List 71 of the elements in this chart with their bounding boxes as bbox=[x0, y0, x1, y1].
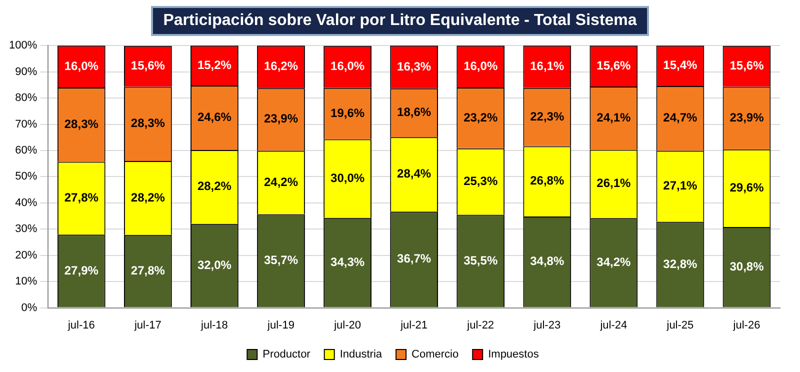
data-label: 15,4% bbox=[663, 58, 698, 72]
x-tick-label: jul-25 bbox=[666, 319, 694, 332]
x-tick-label: jul-21 bbox=[400, 319, 428, 332]
data-label: 28,2% bbox=[130, 190, 166, 204]
data-label: 19,6% bbox=[330, 106, 365, 120]
data-label: 27,9% bbox=[64, 263, 99, 278]
y-tick-label: 10% bbox=[15, 276, 38, 288]
chart-title: Participación sobre Valor por Litro Equivalente - Total Sistema bbox=[151, 6, 649, 36]
data-label: 26,8% bbox=[530, 174, 564, 188]
data-label: 23,2% bbox=[464, 110, 498, 124]
x-tick-label: jul-23 bbox=[532, 319, 561, 332]
x-tick-label: jul-20 bbox=[333, 319, 361, 332]
data-label: 35,7% bbox=[264, 253, 298, 268]
data-label: 34,8% bbox=[530, 254, 564, 268]
data-label: 26,1% bbox=[596, 176, 632, 190]
data-label: 25,3% bbox=[464, 174, 498, 188]
data-label: 16,1% bbox=[530, 59, 564, 74]
data-label: 24,6% bbox=[197, 110, 232, 124]
data-label: 32,0% bbox=[197, 258, 232, 272]
data-label: 22,3% bbox=[530, 109, 564, 124]
y-tick-label: 80% bbox=[15, 92, 38, 104]
y-tick-label: 50% bbox=[15, 170, 38, 183]
data-label: 16,0% bbox=[330, 59, 365, 74]
data-label: 15,2% bbox=[197, 58, 232, 72]
data-label: 23,9% bbox=[264, 112, 298, 126]
data-label: 30,0% bbox=[330, 170, 365, 185]
data-label: 24,7% bbox=[663, 110, 698, 125]
data-label: 27,1% bbox=[663, 178, 698, 193]
y-tick-label: 60% bbox=[15, 144, 38, 157]
y-tick-label: 30% bbox=[15, 223, 38, 236]
data-label: 16,0% bbox=[64, 58, 99, 73]
y-tick-label: 70% bbox=[15, 118, 38, 130]
data-label: 15,6% bbox=[596, 58, 632, 72]
x-tick-label: jul-24 bbox=[599, 319, 628, 332]
y-tick-label: 40% bbox=[15, 196, 38, 209]
data-label: 27,8% bbox=[64, 190, 99, 205]
x-tick-label: jul-18 bbox=[200, 319, 228, 332]
data-label: 34,2% bbox=[596, 255, 632, 270]
data-label: 29,6% bbox=[730, 180, 764, 195]
x-tick-label: jul-19 bbox=[266, 319, 294, 332]
y-tick-label: 20% bbox=[15, 249, 38, 262]
data-label: 35,5% bbox=[464, 253, 498, 268]
data-label: 28,3% bbox=[130, 116, 166, 130]
data-label: 30,8% bbox=[730, 259, 764, 274]
data-label: 28,4% bbox=[397, 166, 432, 181]
data-label: 27,8% bbox=[130, 263, 166, 278]
x-tick-label: jul-26 bbox=[732, 319, 760, 332]
legend-label: Impuestos bbox=[488, 348, 540, 361]
x-tick-label: jul-17 bbox=[133, 319, 162, 332]
y-tick-label: 0% bbox=[21, 302, 38, 314]
data-label: 16,3% bbox=[397, 59, 432, 74]
x-tick-label: jul-16 bbox=[66, 319, 95, 332]
data-label: 24,1% bbox=[596, 110, 632, 124]
x-tick-label: jul-22 bbox=[466, 319, 494, 332]
data-label: 15,6% bbox=[730, 58, 764, 73]
data-label: 15,6% bbox=[130, 58, 166, 73]
legend-label: Industria bbox=[340, 348, 383, 361]
data-label: 32,8% bbox=[663, 256, 698, 271]
data-label: 16,0% bbox=[464, 58, 498, 73]
legend-label: Comercio bbox=[412, 348, 459, 361]
data-label: 28,2% bbox=[197, 179, 232, 194]
data-label: 34,3% bbox=[330, 254, 365, 269]
data-label: 18,6% bbox=[397, 105, 432, 120]
y-tick-label: 90% bbox=[15, 66, 38, 78]
y-tick-label: 100% bbox=[8, 40, 38, 52]
data-label: 36,7% bbox=[397, 252, 432, 266]
data-label: 23,9% bbox=[730, 110, 764, 124]
data-label: 16,2% bbox=[264, 59, 298, 74]
legend-label: Productor bbox=[262, 348, 311, 361]
data-label: 24,2% bbox=[264, 174, 298, 189]
data-label: 28,3% bbox=[64, 116, 99, 131]
